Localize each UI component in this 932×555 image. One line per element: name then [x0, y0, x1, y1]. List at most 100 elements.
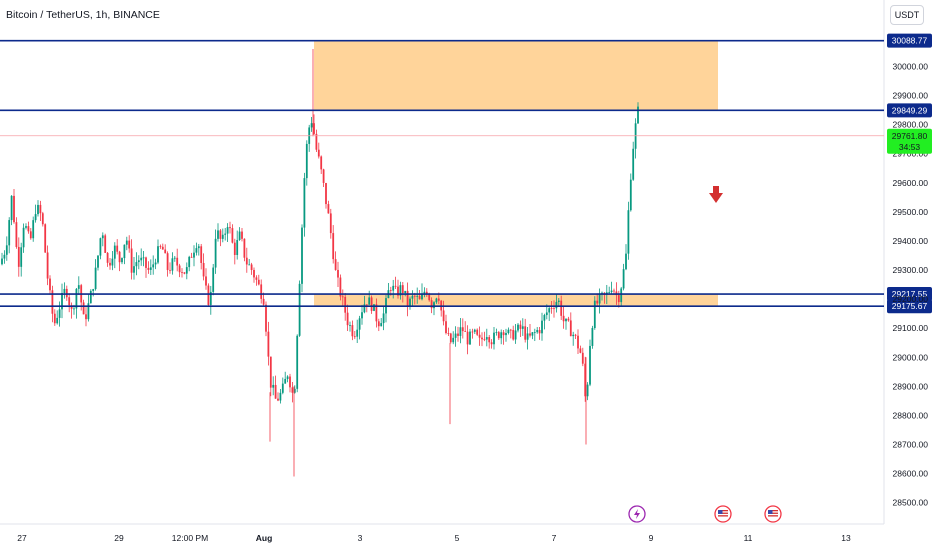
candle-body: [281, 383, 284, 393]
candle-body: [61, 293, 63, 310]
candle-body: [183, 272, 186, 274]
candle-body: [495, 332, 498, 333]
candle-body: [447, 333, 450, 334]
candle-body: [433, 302, 435, 309]
candle-body: [190, 256, 193, 258]
candle-body: [533, 332, 536, 334]
candle-body: [577, 335, 579, 349]
current-price-value: 29761.80: [892, 131, 928, 141]
candle-body: [524, 326, 527, 340]
candle-body: [13, 195, 15, 223]
candle-body: [32, 220, 35, 239]
lightning-icon[interactable]: [628, 505, 646, 523]
candle-body: [471, 331, 474, 333]
candle-body: [423, 291, 426, 294]
price-tick-label: 28900.00: [893, 381, 929, 391]
candle-body: [337, 269, 339, 278]
candle-body: [159, 246, 162, 247]
candle-body: [245, 257, 248, 265]
candle-body: [92, 289, 95, 291]
candle-body: [46, 252, 49, 279]
candle-body: [437, 298, 440, 301]
candle-body: [68, 297, 71, 306]
candle-body: [22, 227, 25, 248]
candle-body: [584, 363, 587, 397]
price-tick-label: 30000.00: [893, 62, 929, 72]
candle-body: [305, 143, 308, 179]
candle-body: [512, 329, 515, 340]
us-flag-icon[interactable]: [714, 505, 732, 523]
candle-body: [531, 332, 534, 336]
candle-body: [339, 277, 342, 297]
levels-layer: 30088.77 29849.29 29217.55 29175.67: [0, 33, 932, 314]
candle-body: [205, 276, 207, 286]
candle-body: [425, 291, 428, 295]
candle-body: [625, 253, 627, 270]
candle-body: [77, 285, 80, 289]
candle-body: [541, 320, 543, 334]
candle-body: [142, 257, 145, 259]
candle-body: [550, 308, 553, 309]
current-price-box: [887, 128, 932, 154]
candle-body: [421, 293, 423, 300]
candle-body: [236, 239, 239, 255]
candle-body: [109, 262, 111, 266]
candle-body: [380, 323, 383, 327]
candle-body: [620, 288, 623, 303]
candle-body: [207, 285, 210, 305]
candle-body: [128, 240, 131, 249]
candle-body: [368, 297, 371, 305]
price-axis[interactable]: 30000.0029900.0029800.0029700.0029600.00…: [893, 62, 929, 508]
candle-body: [202, 262, 205, 277]
candle-body: [209, 291, 212, 305]
candle-body: [89, 290, 92, 304]
candle-body: [397, 286, 399, 296]
candle-body: [248, 264, 251, 266]
candle-body: [75, 288, 78, 309]
candle-body: [349, 325, 351, 326]
candle-body: [569, 320, 572, 337]
candle-body: [567, 318, 570, 321]
candle-body: [149, 267, 152, 270]
candle-body: [296, 335, 299, 389]
down-arrow-icon[interactable]: [709, 186, 723, 203]
candle-body: [121, 258, 123, 263]
candle-body: [332, 233, 335, 260]
candle-body: [553, 308, 555, 310]
candle-body: [399, 285, 402, 296]
candle-body: [627, 210, 630, 254]
candle-body: [37, 204, 39, 215]
candle-body: [20, 247, 23, 267]
chart-title[interactable]: Bitcoin / TetherUS, 1h, BINANCE: [6, 9, 160, 21]
us-flag-icon[interactable]: [764, 505, 782, 523]
candle-body: [284, 378, 287, 384]
candle-body: [565, 318, 567, 322]
candle-body: [392, 285, 395, 291]
candle-body: [193, 252, 195, 258]
time-tick-label: 11: [744, 533, 753, 543]
candle-body: [51, 290, 54, 314]
candle-body: [188, 256, 191, 268]
time-tick-label: 27: [17, 533, 27, 543]
candle-body: [267, 331, 270, 357]
level-label: 29217.55: [892, 289, 928, 299]
candle-body: [466, 331, 469, 345]
candle-body: [598, 293, 601, 304]
price-tick-label: 29900.00: [893, 91, 929, 101]
candle-body: [517, 324, 519, 331]
candle-body: [560, 300, 563, 316]
price-tick-label: 28700.00: [893, 440, 929, 450]
candle-body: [461, 327, 464, 332]
candle-body: [265, 304, 267, 332]
candle-body: [135, 262, 138, 267]
currency-button[interactable]: USDT: [890, 5, 924, 25]
candle-body: [555, 301, 558, 309]
candle-body: [111, 258, 114, 266]
candle-body: [157, 246, 159, 263]
candle-body: [548, 308, 551, 313]
candle-body: [171, 258, 174, 271]
candle-body: [272, 384, 275, 388]
time-axis[interactable]: 27 29 12:00 PM Aug 3 5 7 9 11 13: [17, 533, 851, 543]
